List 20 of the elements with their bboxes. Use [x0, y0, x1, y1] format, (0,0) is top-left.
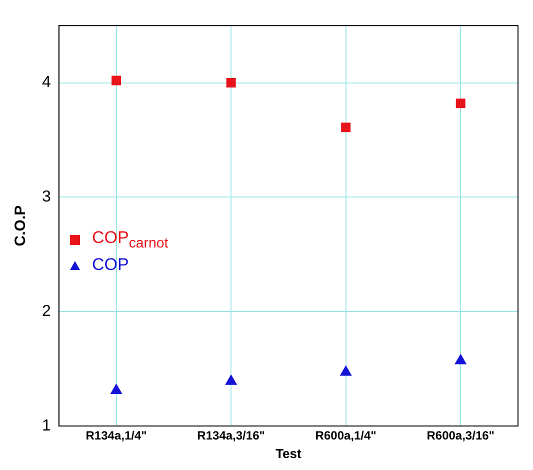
legend-label: COP: [92, 255, 129, 276]
y-tick-label: 4: [42, 74, 51, 92]
point: [225, 374, 237, 385]
x-axis-title: Test: [276, 446, 302, 461]
y-axis-title: C.O.P: [12, 205, 30, 246]
point: [454, 354, 466, 364]
point: [341, 122, 351, 132]
legend-label: COP$_{carnot}$: [92, 228, 168, 252]
y-tick-label: 3: [42, 188, 51, 206]
point: [456, 98, 466, 108]
y-tick-label: 1: [42, 417, 51, 434]
x-tick-label: R134a,3/16": [197, 428, 265, 443]
y-tick-label: 2: [42, 303, 51, 320]
x-tick-label: R600a,1/4": [315, 428, 376, 443]
x-tick-label: R134a,1/4": [86, 428, 147, 443]
point: [110, 384, 122, 394]
point: [340, 366, 352, 376]
x-tick-label: R600a,3/16": [426, 428, 494, 443]
point: [226, 78, 236, 88]
point: [112, 76, 122, 86]
